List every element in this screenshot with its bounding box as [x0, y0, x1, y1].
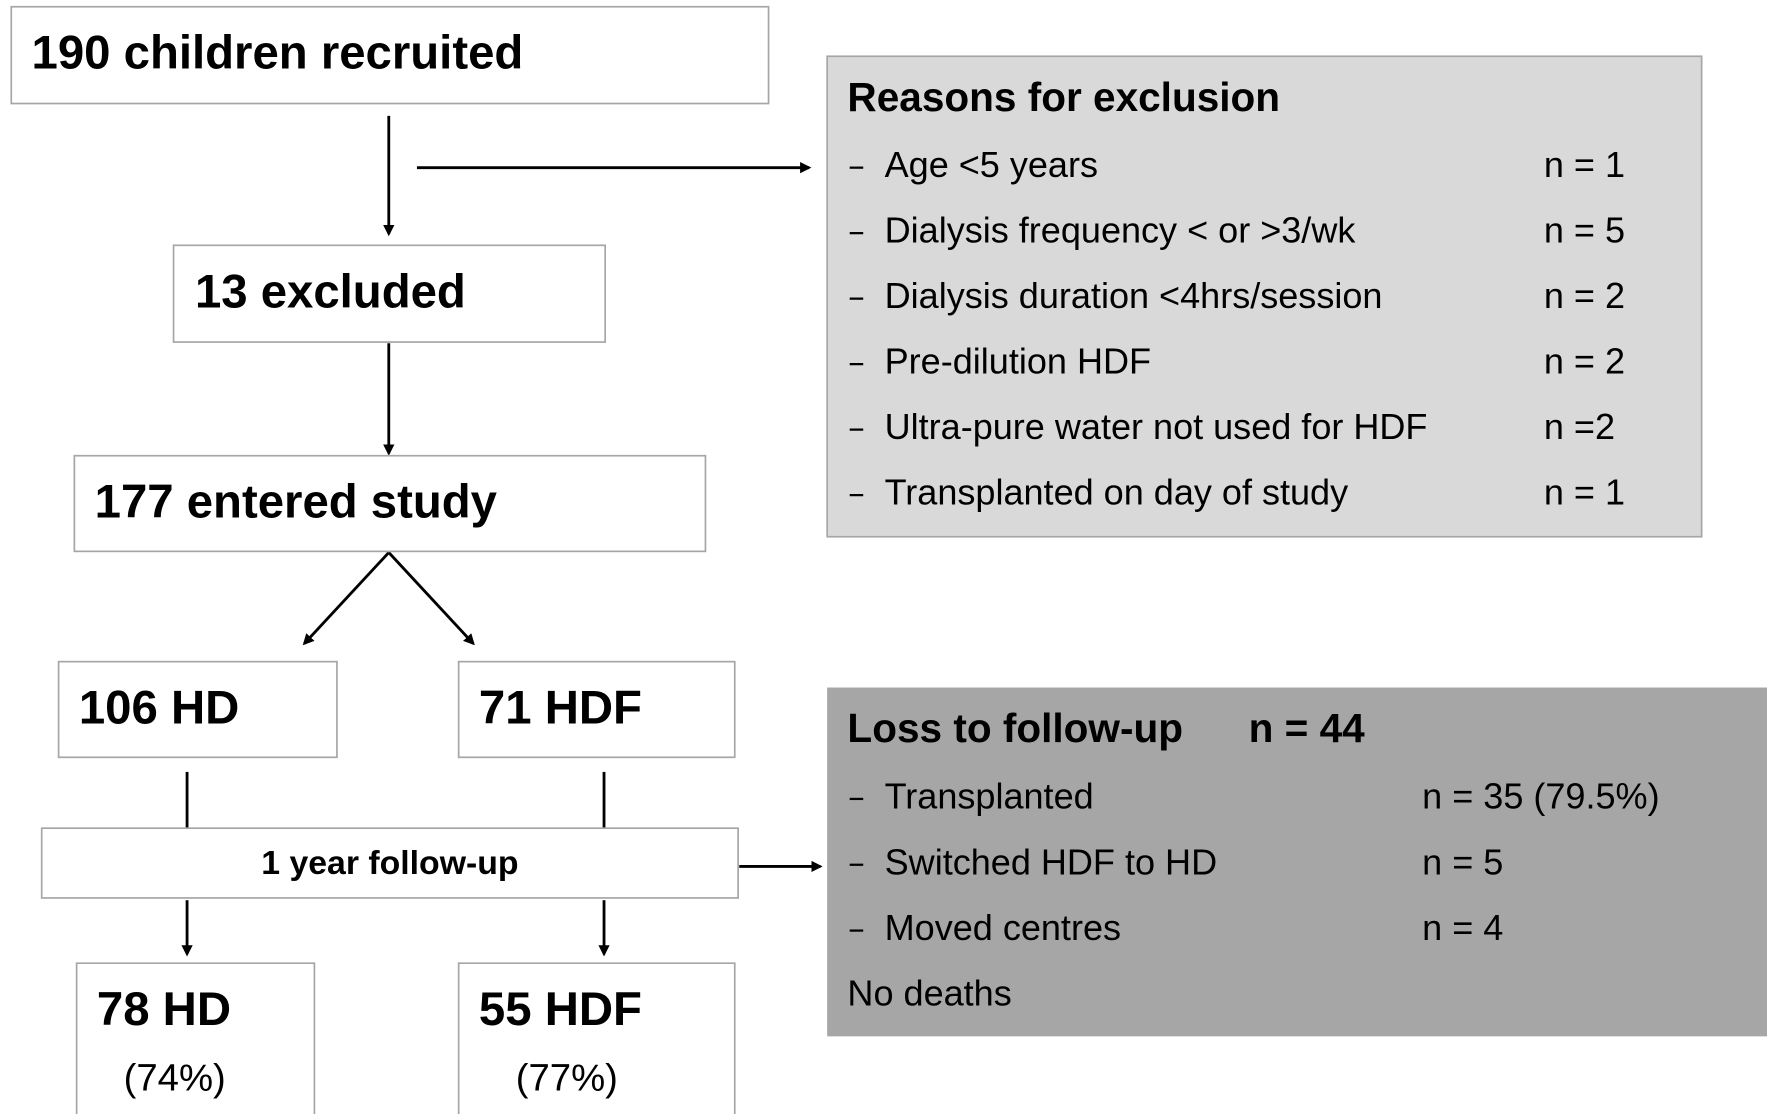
node-box — [57, 660, 338, 759]
node-box — [73, 454, 707, 553]
item-reason: Switched HDF to HD — [885, 841, 1217, 882]
arrow — [387, 551, 475, 646]
node-box — [75, 962, 316, 1114]
item-reason: Transplanted on day of study — [885, 472, 1348, 513]
arrow — [302, 551, 390, 646]
item-count: n = 1 — [1544, 144, 1625, 185]
item-reason: Ultra-pure water not used for HDF — [885, 406, 1428, 447]
item-count: n = 35 (79.5%) — [1422, 775, 1659, 816]
node-label: 71 HDF — [479, 682, 642, 735]
node-label: 13 excluded — [195, 265, 466, 318]
node-label: 78 HD — [97, 983, 231, 1036]
item-count: n = 2 — [1544, 341, 1625, 382]
node-label: 1 year follow-up — [261, 844, 518, 882]
node-note: (74%) — [124, 1056, 226, 1099]
item-count: n = 1 — [1544, 472, 1625, 513]
item-count: n = 2 — [1544, 275, 1625, 316]
exclusion-box — [826, 55, 1703, 538]
item-reason: Dialysis frequency < or >3/wk — [885, 210, 1357, 251]
item-count: n = 4 — [1422, 907, 1503, 948]
item-count: n =2 — [1544, 406, 1615, 447]
node-label: 106 HD — [79, 682, 239, 735]
node-box — [40, 827, 739, 899]
node-box — [457, 962, 736, 1114]
item-reason: Moved centres — [885, 907, 1121, 948]
node-label: 177 entered study — [95, 476, 498, 529]
connectors — [181, 115, 823, 957]
item-reason: Dialysis duration <4hrs/session — [885, 275, 1383, 316]
item-reason: Transplanted — [885, 775, 1094, 816]
item-reason: Age <5 years — [885, 144, 1098, 185]
loss-list: Transplanted n = 35 (79.5%) Switched HDF t… — [849, 775, 1660, 948]
node-box — [10, 5, 770, 105]
node-label: 190 children recruited — [32, 27, 524, 80]
exclusion-list: Age <5 years n = 1 Dialysis frequency < or… — [849, 144, 1625, 513]
loss-box — [827, 687, 1767, 1037]
loss-title: Loss to follow-up — [847, 705, 1183, 751]
node-box — [172, 244, 606, 343]
node-note: (77%) — [516, 1056, 618, 1099]
item-count: n = 5 — [1422, 841, 1503, 882]
item-reason: Pre-dilution HDF — [885, 341, 1151, 382]
loss-count: n = 44 — [1249, 705, 1366, 751]
loss-footer: No deaths — [847, 972, 1011, 1013]
node-label: 55 HDF — [479, 983, 642, 1036]
exclusion-title: Reasons for exclusion — [847, 74, 1280, 120]
item-count: n = 5 — [1544, 210, 1625, 251]
node-box — [457, 660, 736, 759]
